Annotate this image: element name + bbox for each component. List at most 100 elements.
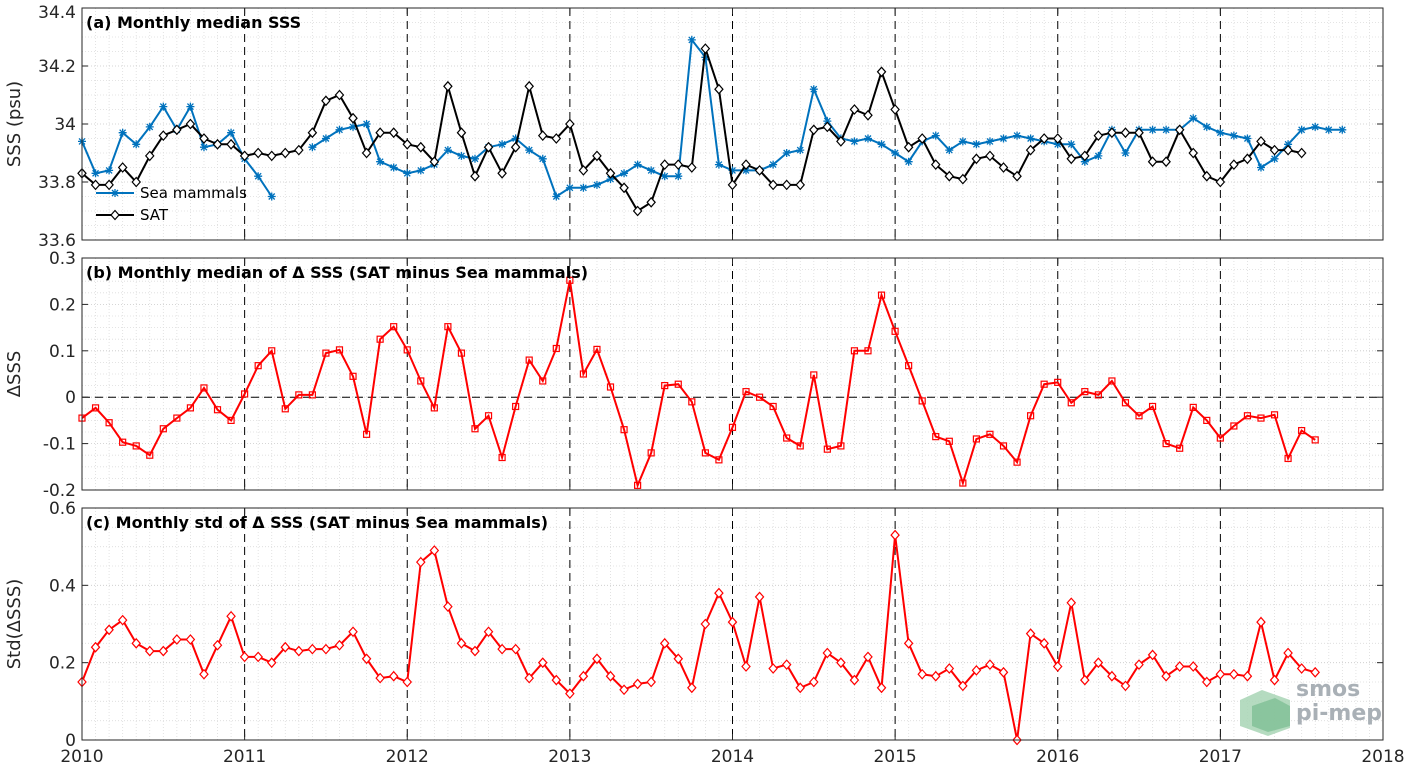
data-point-square xyxy=(213,406,222,414)
data-point-diamond xyxy=(1215,668,1226,680)
data-point-asterisk xyxy=(809,85,818,94)
data-point-asterisk xyxy=(308,143,317,152)
data-point-square xyxy=(620,426,628,434)
data-point-diamond xyxy=(836,135,846,147)
series-line-0 xyxy=(77,529,1320,746)
data-point-diamond xyxy=(1188,661,1199,672)
data-point-square xyxy=(376,335,384,343)
data-point-diamond xyxy=(1066,153,1077,165)
data-point-asterisk xyxy=(931,131,940,140)
data-point-diamond xyxy=(605,167,616,179)
data-point-square xyxy=(417,377,425,385)
logo-text-smos: smos xyxy=(1296,677,1360,702)
data-point-diamond xyxy=(1120,680,1131,692)
data-point-diamond xyxy=(876,66,887,78)
data-point-square xyxy=(322,349,330,357)
data-point-square xyxy=(701,449,709,457)
data-point-square xyxy=(593,345,601,354)
data-point-diamond xyxy=(483,141,494,153)
data-point-diamond xyxy=(903,141,914,153)
data-point-square xyxy=(349,372,357,380)
y-tick-label: 33.6 xyxy=(38,231,76,251)
data-point-diamond xyxy=(1201,170,1212,182)
data-point-square xyxy=(1230,422,1238,430)
data-point-diamond xyxy=(754,591,765,603)
x-tick-label: 2014 xyxy=(711,747,754,767)
smos-pi-mep-logo: smos pi-mep xyxy=(1240,677,1382,736)
data-point-diamond xyxy=(998,162,1009,173)
data-point-asterisk xyxy=(606,175,615,184)
data-point-diamond xyxy=(1120,127,1131,139)
data-point-diamond xyxy=(104,624,114,636)
data-point-square xyxy=(945,437,953,445)
data-point-diamond xyxy=(958,680,968,692)
data-point-asterisk xyxy=(945,146,954,155)
data-point-square xyxy=(742,388,750,396)
data-point-diamond xyxy=(1066,597,1077,609)
data-point-diamond xyxy=(1052,133,1063,144)
data-point-square xyxy=(552,344,560,353)
data-point-diamond xyxy=(592,150,602,162)
data-point-asterisk xyxy=(1026,134,1035,143)
data-point-diamond xyxy=(280,147,291,159)
data-point-diamond xyxy=(348,112,358,124)
y-tick-label: 33.8 xyxy=(38,173,76,193)
data-point-square xyxy=(891,327,899,335)
data-point-asterisk xyxy=(267,192,276,201)
data-point-diamond xyxy=(930,159,941,171)
data-point-diamond xyxy=(1269,144,1280,156)
data-point-diamond xyxy=(510,643,521,655)
data-point-asterisk xyxy=(782,149,791,157)
data-point-square xyxy=(484,412,493,420)
data-point-asterisk xyxy=(1148,125,1157,134)
legend-label: Sea mammals xyxy=(140,184,247,202)
y-tick-label: 34.4 xyxy=(38,3,76,23)
y-axis-label: Std(ΔSSS) xyxy=(4,579,25,670)
data-point-diamond xyxy=(429,156,440,168)
data-point-asterisk xyxy=(470,154,479,163)
data-point-diamond xyxy=(659,637,670,649)
data-point-diamond xyxy=(863,651,873,663)
data-point-diamond xyxy=(456,637,467,649)
series-line xyxy=(81,534,1316,741)
data-point-diamond xyxy=(239,150,250,162)
data-point-square xyxy=(1054,378,1062,386)
y-tick-label: 34.2 xyxy=(38,57,76,77)
data-point-square xyxy=(810,371,818,379)
data-point-diamond xyxy=(402,676,413,688)
data-point-square xyxy=(905,362,913,370)
data-point-diamond xyxy=(1174,661,1185,672)
data-point-diamond xyxy=(1256,135,1266,147)
legend-label: SAT xyxy=(140,206,169,224)
data-point-diamond xyxy=(578,670,589,682)
data-point-diamond xyxy=(808,676,819,688)
data-point-diamond xyxy=(1080,150,1090,162)
data-point-diamond xyxy=(646,196,656,208)
data-point-square xyxy=(1108,377,1116,385)
data-point-diamond xyxy=(781,659,792,671)
data-point-square xyxy=(457,349,466,357)
data-point-square xyxy=(498,453,506,462)
data-point-asterisk xyxy=(728,166,737,175)
data-point-asterisk xyxy=(1189,114,1198,123)
data-point-diamond xyxy=(985,659,995,671)
data-point-diamond xyxy=(1256,616,1266,628)
data-point-square xyxy=(159,425,167,433)
data-point-asterisk xyxy=(674,172,683,181)
data-point-asterisk xyxy=(538,154,547,163)
data-point-diamond xyxy=(768,663,778,674)
data-point-diamond xyxy=(700,618,711,630)
data-point-diamond xyxy=(971,153,982,165)
legend-marker xyxy=(111,189,119,197)
logo-text-pi-mep: pi-mep xyxy=(1296,701,1382,726)
data-point-asterisk xyxy=(91,169,100,178)
data-point-square xyxy=(362,430,371,438)
data-point-asterisk xyxy=(1202,122,1211,131)
data-point-asterisk xyxy=(416,166,425,175)
data-point-square xyxy=(999,442,1008,450)
data-point-square xyxy=(566,276,574,284)
data-point-diamond xyxy=(388,670,399,682)
data-point-diamond xyxy=(1269,674,1280,686)
data-point-asterisk xyxy=(1229,131,1238,140)
data-point-square xyxy=(254,362,262,370)
